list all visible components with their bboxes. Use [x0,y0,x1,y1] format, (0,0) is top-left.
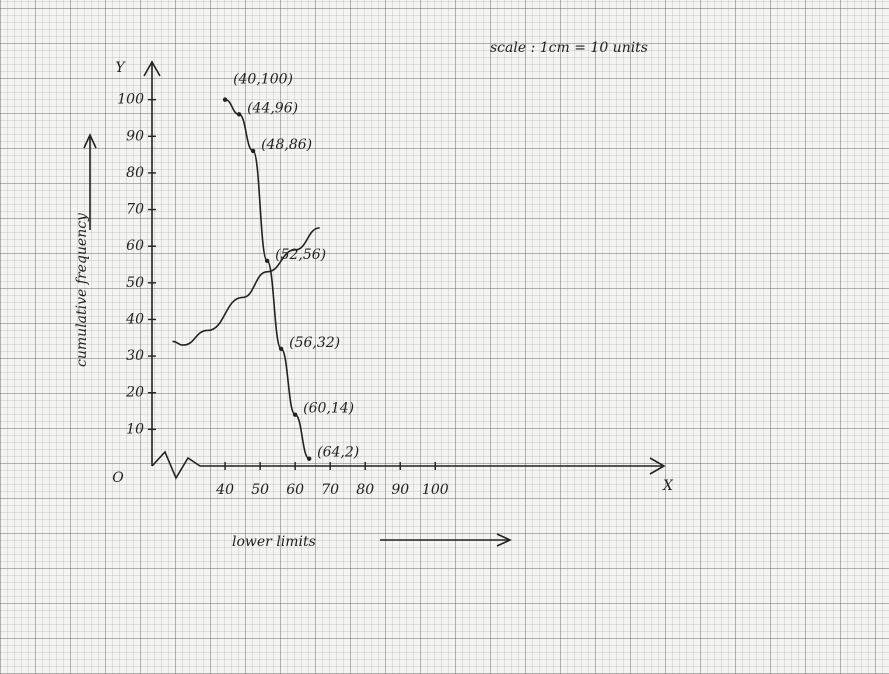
point-label: (44,96) [247,100,298,116]
point-label: (48,86) [261,137,312,153]
point [307,456,311,460]
y-axis-title: cumulative frequency [74,212,90,367]
x-tick-label: 90 [391,482,409,498]
x-tick-label: 50 [251,482,269,498]
x-tick-label: 100 [422,482,449,498]
y-tick-label: 60 [126,238,144,254]
chart: scale : 1cm = 10 units Y X O cumulative … [0,0,889,674]
point-label: (60,14) [303,401,354,417]
x-axis-letter: X [662,478,674,494]
point [223,97,227,101]
point-label: (56,32) [289,335,340,351]
point [237,112,241,116]
x-axis-title: lower limits [232,534,316,550]
point-label: (52,56) [275,247,326,263]
graph-paper: scale : 1cm = 10 units Y X O cumulative … [0,0,889,674]
ogive-curve [225,100,309,459]
point [251,149,255,153]
y-axis-letter: Y [115,60,126,76]
y-tick-label: 100 [117,92,144,108]
y-tick-label: 20 [125,385,144,401]
y-tick-label: 40 [125,311,144,327]
y-tick-label: 30 [126,348,144,364]
y-tick-label: 90 [126,128,144,144]
y-tick-label: 80 [126,165,144,181]
x-axis [152,452,662,478]
axes [84,62,664,546]
ogive-curve [173,228,320,345]
scale-note: scale : 1cm = 10 units [490,40,648,56]
point [265,259,269,263]
origin-label: O [112,470,124,486]
y-tick-label: 70 [126,202,144,218]
point [279,347,283,351]
y-tick-label: 50 [126,275,144,291]
x-tick-label: 70 [321,482,339,498]
point-label: (64,2) [317,445,359,461]
y-tick-label: 10 [126,421,144,437]
point [293,413,297,417]
point-label: (40,100) [233,72,293,88]
x-tick-label: 40 [215,482,234,498]
x-tick-label: 60 [286,482,304,498]
x-tick-label: 80 [356,482,374,498]
